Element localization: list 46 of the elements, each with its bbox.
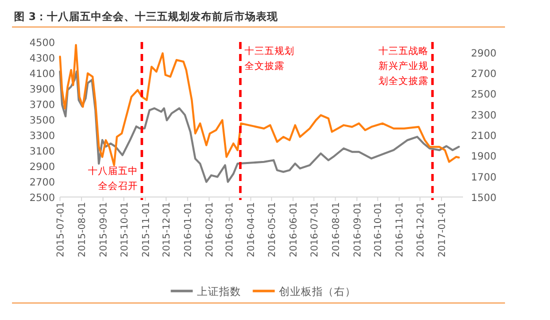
x-tick-label: 2016-01-01 xyxy=(183,202,194,258)
x-tick-label: 2016-02-01 xyxy=(204,202,216,258)
x-tick-label: 2015-12-01 xyxy=(162,202,173,258)
y-tick-label: 4300 xyxy=(30,54,55,64)
x-tick-label: 2015-09-01 xyxy=(98,202,110,258)
y2-tick-label: 2300 xyxy=(471,110,496,122)
y-tick-label: 3900 xyxy=(30,84,55,96)
y2-tick-label: 2500 xyxy=(471,90,496,101)
x-tick-label: 2016-05-01 xyxy=(267,202,278,258)
x-tick-label: 2017-01-01 xyxy=(436,202,448,258)
ref-line-label: 十三五规划全文披露 xyxy=(244,45,294,72)
x-tick-label: 2016-10-01 xyxy=(373,202,384,258)
x-tick-label: 2015-10-01 xyxy=(119,202,130,258)
y2-tick-label: 1700 xyxy=(471,172,496,184)
y-tick-label: 3700 xyxy=(30,100,55,111)
x-tick-label: 2016-12-01 xyxy=(415,202,426,258)
y2-tick-label: 1900 xyxy=(471,152,496,163)
legend-label: 上证指数 xyxy=(196,285,241,298)
y2-tick-label: 1500 xyxy=(471,193,496,204)
x-tick-label: 2016-04-01 xyxy=(246,202,258,258)
x-tick-label: 2015-08-01 xyxy=(77,202,88,258)
y-tick-label: 3500 xyxy=(30,116,55,126)
x-tick-label: 2016-07-01 xyxy=(309,202,320,258)
y-tick-label: 2500 xyxy=(30,193,55,204)
x-tick-label: 2016-08-01 xyxy=(330,202,342,258)
x-tick-label: 2015-11-01 xyxy=(140,202,152,258)
y-tick-label: 2700 xyxy=(30,178,55,188)
x-tick-label: 2016-06-01 xyxy=(288,202,300,258)
line-series xyxy=(59,70,460,183)
legend-label: 创业板指（右） xyxy=(278,285,356,298)
ref-line-label: 十八届五中全会召开 xyxy=(88,165,138,192)
x-tick-label: 2016-09-01 xyxy=(352,202,364,258)
y2-tick-label: 2900 xyxy=(471,48,496,60)
y2-tick-label: 2700 xyxy=(471,69,496,80)
y-tick-label: 3300 xyxy=(30,131,55,142)
y-tick-label: 3100 xyxy=(30,146,55,158)
y2-tick-label: 2100 xyxy=(471,131,496,142)
y-tick-label: 4100 xyxy=(30,69,55,80)
x-tick-label: 2015-07-01 xyxy=(56,202,66,258)
y-tick-label: 2900 xyxy=(30,162,55,173)
x-tick-label: 2016-03-01 xyxy=(224,202,236,258)
chart-title: 图 3：十八届五中全会、十三五规划发布前后市场表现 xyxy=(14,10,279,23)
y-tick-label: 4500 xyxy=(30,38,55,49)
line-series xyxy=(59,44,460,166)
ref-line-label: 十三五战略新兴产业规划全文披露 xyxy=(378,45,428,87)
x-tick-label: 2016-11-01 xyxy=(394,202,406,258)
